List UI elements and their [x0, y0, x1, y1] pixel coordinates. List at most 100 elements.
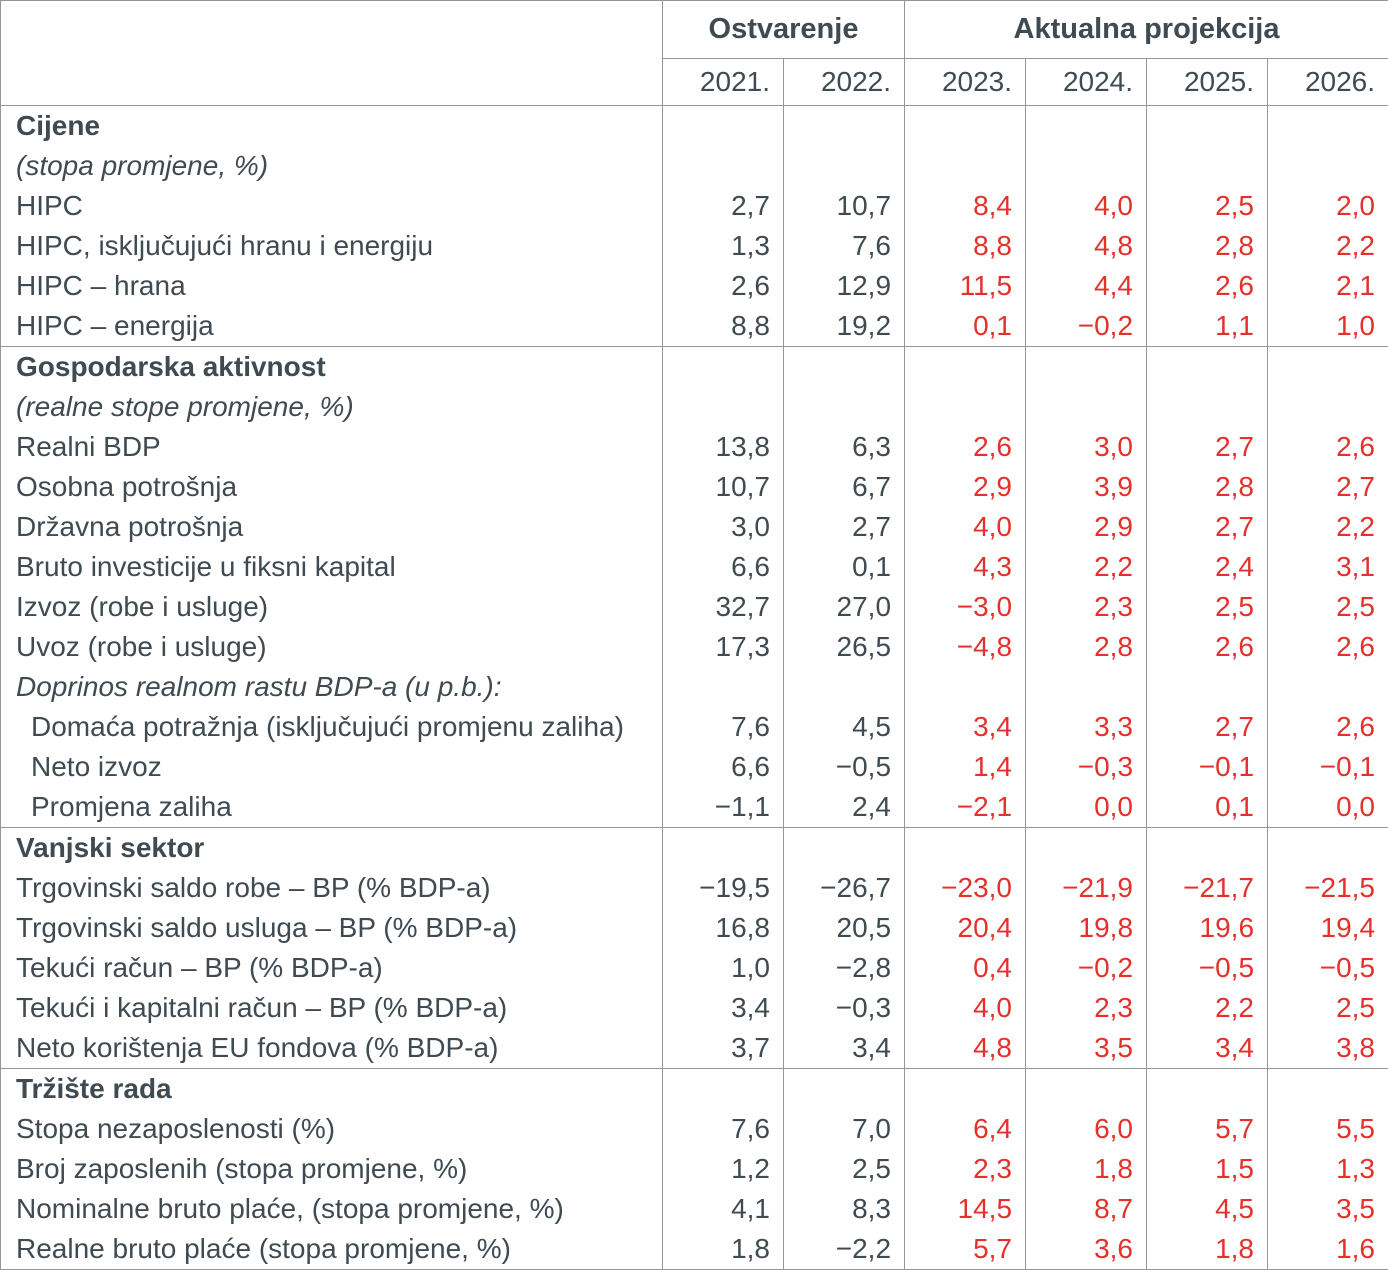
value-cell: 0,0	[1025, 787, 1147, 828]
table-row: Državna potrošnja 3,0 2,7 4,0 2,9 2,7 2,2	[1, 507, 1388, 547]
value-cell: 2,2	[1146, 988, 1268, 1028]
value-cell: 16,8	[662, 908, 784, 948]
empty-cell	[1146, 387, 1268, 427]
row-label: HIPC – hrana	[16, 270, 186, 301]
section-title: Gospodarska aktivnost	[0, 346, 663, 387]
row-label: Državna potrošnja	[16, 511, 244, 542]
value-cell: 1,8	[1146, 1229, 1268, 1270]
empty-cell	[1025, 387, 1147, 427]
table-row: HIPC, isključujući hranu i energiju 1,3 7,…	[1, 226, 1388, 266]
row-label: Nominalne bruto plaće, (stopa promjene, …	[16, 1193, 564, 1224]
table-row: Stopa nezaposlenosti (%) 7,6 7,0 6,4 6,0 5,7 5…	[1, 1109, 1388, 1149]
value-cell: 7,0	[782, 1109, 905, 1149]
row-label: (realne stope promjene, %)	[16, 391, 354, 422]
value-cell: 6,4	[904, 1109, 1026, 1149]
value-cell: −21,7	[1146, 868, 1268, 908]
value-cell: 2,9	[904, 467, 1026, 507]
table-row: Realne bruto plaće (stopa promjene, %) 1,…	[1, 1229, 1388, 1270]
value-cell: −0,3	[782, 988, 905, 1028]
value-cell: 2,7	[1146, 507, 1268, 547]
section-heading-row: Tržište rada	[0, 1068, 1388, 1109]
empty-cell	[1025, 667, 1147, 707]
value-cell: 2,5	[1267, 587, 1388, 627]
empty-cell	[1025, 827, 1147, 868]
value-cell: 4,0	[1025, 186, 1147, 226]
value-cell: 2,8	[1146, 467, 1268, 507]
value-cell: 2,4	[1146, 547, 1268, 587]
empty-cell	[904, 667, 1026, 707]
value-cell: 0,4	[904, 948, 1026, 988]
empty-cell	[904, 346, 1026, 387]
value-cell: 3,5	[1267, 1189, 1388, 1229]
value-cell: 2,6	[904, 427, 1026, 467]
value-cell: −2,8	[782, 948, 905, 988]
year-header: 2026.	[1267, 58, 1388, 106]
value-cell: 2,7	[782, 507, 905, 547]
value-cell: 1,8	[1025, 1149, 1147, 1189]
value-cell: 6,6	[662, 547, 784, 587]
value-cell: 4,8	[904, 1028, 1026, 1069]
value-cell: 2,6	[1146, 266, 1268, 306]
value-cell: 2,6	[1267, 707, 1388, 747]
value-cell: −1,1	[662, 787, 784, 828]
table-row: Promjena zaliha −1,1 2,4 −2,1 0,0 0,1 0,0	[1, 787, 1388, 828]
year-header: 2024.	[1025, 58, 1147, 106]
value-cell: 10,7	[662, 467, 784, 507]
empty-cell	[662, 105, 784, 146]
empty-cell	[662, 667, 784, 707]
value-cell: 1,3	[662, 226, 784, 266]
value-cell: 3,4	[1146, 1028, 1268, 1069]
value-cell: 2,2	[1025, 547, 1147, 587]
empty-cell	[782, 346, 905, 387]
value-cell: 2,3	[904, 1149, 1026, 1189]
value-cell: 2,2	[1267, 226, 1388, 266]
value-cell: 19,8	[1025, 908, 1147, 948]
empty-cell	[782, 105, 905, 146]
table-row: Nominalne bruto plaće, (stopa promjene, …	[1, 1189, 1388, 1229]
value-cell: 20,4	[904, 908, 1026, 948]
value-cell: 1,4	[904, 747, 1026, 787]
row-label: Domaća potražnja (isključujući promjenu …	[31, 711, 624, 742]
value-cell: 7,6	[662, 1109, 784, 1149]
table-row: Doprinos realnom rastu BDP-a (u p.b.):	[1, 667, 1388, 707]
value-cell: 0,0	[1267, 787, 1388, 828]
empty-cell	[782, 146, 905, 186]
value-cell: 4,4	[1025, 266, 1147, 306]
table-row: HIPC – energija 8,8 19,2 0,1 −0,2 1,1 1,0	[1, 306, 1388, 347]
empty-cell	[1146, 827, 1268, 868]
table-row: Neto korištenja EU fondova (% BDP-a) 3,7 3…	[1, 1028, 1388, 1069]
value-cell: 4,8	[1025, 226, 1147, 266]
empty-cell	[1267, 827, 1388, 868]
empty-cell	[1267, 105, 1388, 146]
value-cell: 2,7	[1146, 427, 1268, 467]
value-cell: 2,5	[1146, 587, 1268, 627]
value-cell: 2,7	[1267, 467, 1388, 507]
empty-cell	[1146, 667, 1268, 707]
empty-cell	[1025, 146, 1147, 186]
value-cell: 3,4	[662, 988, 784, 1028]
empty-cell	[904, 146, 1026, 186]
value-cell: 3,0	[662, 507, 784, 547]
value-cell: 4,5	[1146, 1189, 1268, 1229]
value-cell: 5,7	[1146, 1109, 1268, 1149]
table-row: Bruto investicije u fiksni kapital 6,6 0,1…	[1, 547, 1388, 587]
row-label: Trgovinski saldo robe – BP (% BDP-a)	[16, 872, 491, 903]
empty-cell	[1267, 146, 1388, 186]
value-cell: 2,6	[1146, 627, 1268, 667]
value-cell: 2,2	[1267, 507, 1388, 547]
empty-cell	[1267, 1068, 1388, 1109]
table-row: HIPC – hrana 2,6 12,9 11,5 4,4 2,6 2,1	[1, 266, 1388, 306]
value-cell: 26,5	[782, 627, 905, 667]
value-cell: 4,3	[904, 547, 1026, 587]
table-row: Realni BDP 13,8 6,3 2,6 3,0 2,7 2,6	[1, 427, 1388, 467]
row-label: Neto korištenja EU fondova (% BDP-a)	[16, 1032, 499, 1063]
year-header-row: 2021. 2022. 2023. 2024. 2025. 2026.	[1, 58, 1388, 106]
value-cell: −0,5	[1267, 948, 1388, 988]
value-cell: 3,4	[904, 707, 1026, 747]
value-cell: 14,5	[904, 1189, 1026, 1229]
table-row: HIPC 2,7 10,7 8,4 4,0 2,5 2,0	[1, 186, 1388, 226]
value-cell: 5,5	[1267, 1109, 1388, 1149]
value-cell: 2,5	[1267, 988, 1388, 1028]
value-cell: 2,3	[1025, 587, 1147, 627]
value-cell: −26,7	[782, 868, 905, 908]
